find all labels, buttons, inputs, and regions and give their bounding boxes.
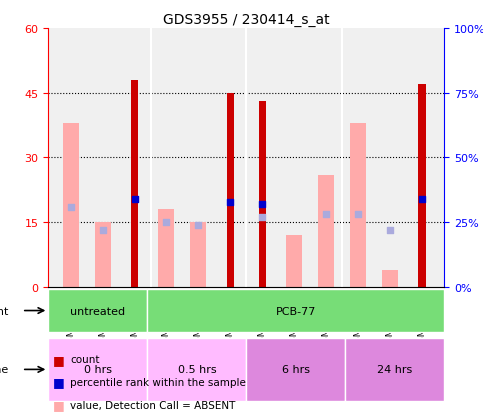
FancyBboxPatch shape xyxy=(48,290,147,332)
FancyBboxPatch shape xyxy=(48,338,147,401)
FancyBboxPatch shape xyxy=(147,290,444,332)
Point xyxy=(354,211,362,218)
Text: percentile rank within the sample: percentile rank within the sample xyxy=(70,377,246,387)
Text: PCB-77: PCB-77 xyxy=(276,306,316,316)
Text: value, Detection Call = ABSENT: value, Detection Call = ABSENT xyxy=(70,400,235,410)
Bar xyxy=(95,223,111,287)
Bar xyxy=(63,123,79,287)
Text: 0 hrs: 0 hrs xyxy=(84,365,112,375)
Text: ■: ■ xyxy=(53,353,65,366)
Text: agent: agent xyxy=(0,306,9,316)
Point xyxy=(67,204,74,211)
Point xyxy=(131,196,139,203)
Point xyxy=(99,227,106,234)
Text: 24 hrs: 24 hrs xyxy=(377,365,412,375)
Point xyxy=(258,201,266,208)
Bar xyxy=(227,93,234,287)
Point xyxy=(258,214,266,221)
Text: untreated: untreated xyxy=(70,306,126,316)
Point xyxy=(322,211,330,218)
Text: time: time xyxy=(0,365,9,375)
Point xyxy=(227,199,234,205)
Text: ■: ■ xyxy=(53,375,65,389)
Bar xyxy=(382,270,398,287)
FancyBboxPatch shape xyxy=(246,338,345,401)
Bar xyxy=(190,223,206,287)
Bar xyxy=(350,123,366,287)
FancyBboxPatch shape xyxy=(345,338,444,401)
Bar xyxy=(158,210,174,287)
Bar xyxy=(286,235,302,287)
Point xyxy=(418,196,426,203)
Point xyxy=(163,219,170,226)
Bar xyxy=(318,176,334,287)
Text: 6 hrs: 6 hrs xyxy=(282,365,310,375)
Text: 0.5 hrs: 0.5 hrs xyxy=(178,365,216,375)
Bar xyxy=(259,102,266,287)
Title: GDS3955 / 230414_s_at: GDS3955 / 230414_s_at xyxy=(163,12,329,26)
Text: count: count xyxy=(70,354,99,364)
Bar xyxy=(418,85,426,287)
Bar xyxy=(131,81,138,287)
Text: ■: ■ xyxy=(53,398,65,411)
FancyBboxPatch shape xyxy=(147,338,246,401)
Point xyxy=(386,227,394,234)
Point xyxy=(195,222,202,228)
